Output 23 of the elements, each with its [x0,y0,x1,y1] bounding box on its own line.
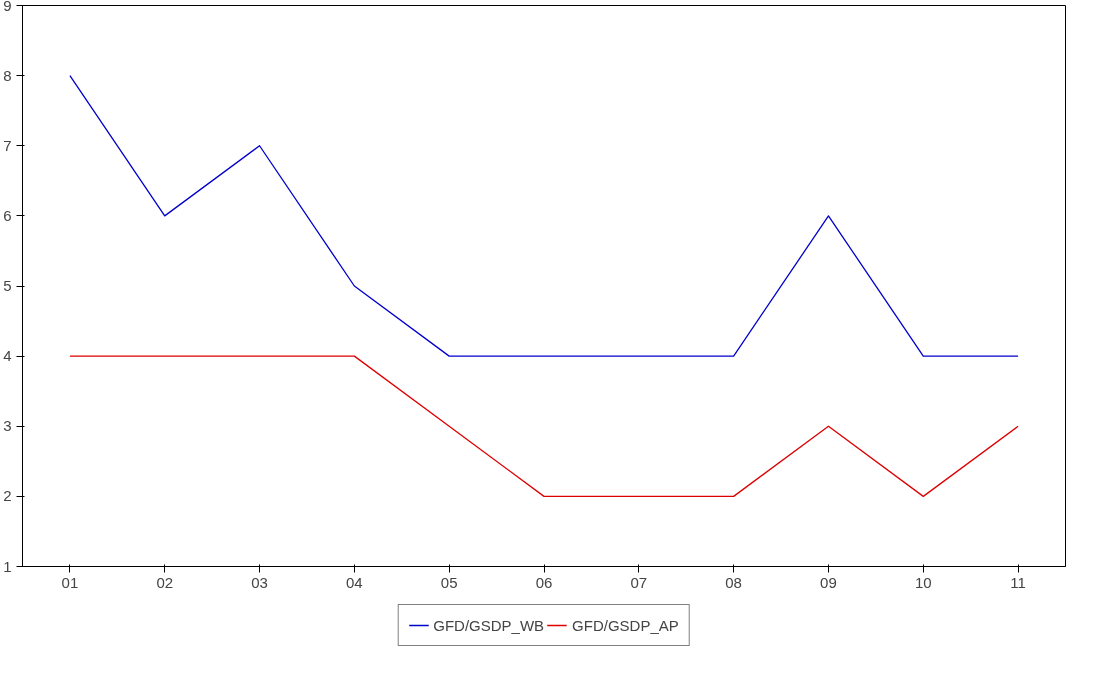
y-tick-label: 9 [3,0,12,14]
x-tick-label: 09 [820,573,837,591]
y-tick-label: 8 [3,66,12,84]
line-series [69,74,1019,357]
y-tick-label: 7 [3,136,12,154]
x-tick-label: 03 [251,573,268,591]
y-tick-label: 1 [3,557,12,575]
x-tick-label: 06 [535,573,553,591]
x-tick-label: 01 [61,573,79,591]
legend-label: GFD/GSDP_AP [572,616,679,634]
x-tick-label: 11 [1010,573,1026,591]
x-tick-label: 08 [725,573,742,591]
y-tick-label: 3 [3,417,12,435]
y-tick-label: 6 [3,206,12,224]
x-tick-label: 02 [156,573,174,591]
x-tick-label: 05 [440,573,458,591]
x-tick-label: 07 [630,573,648,591]
x-tick-label: 04 [346,573,363,591]
y-tick-label: 4 [3,347,12,365]
y-tick-label: 2 [3,487,12,505]
legend-label: GFD/GSDP_WB [433,616,545,634]
x-tick-label: 10 [914,573,932,591]
y-tick-label: 5 [3,277,12,294]
